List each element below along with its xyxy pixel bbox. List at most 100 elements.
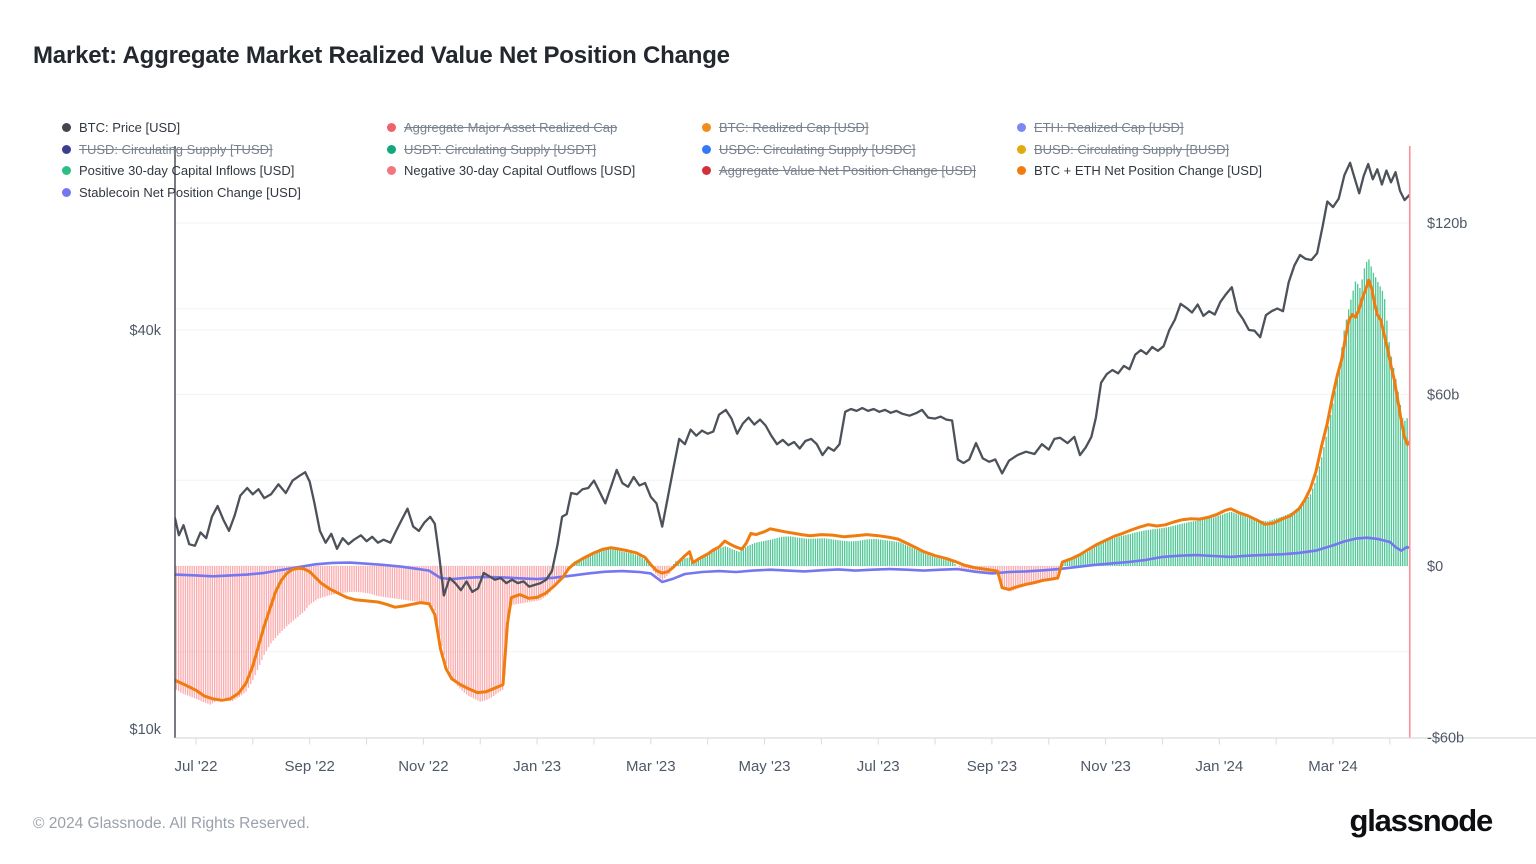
outflow-bar xyxy=(371,566,373,595)
inflow-bar xyxy=(1217,515,1219,566)
outflow-bar xyxy=(461,566,463,691)
legend-label: BTC: Realized Cap [USD] xyxy=(719,120,869,136)
inflow-bar xyxy=(834,539,837,566)
outflow-bar xyxy=(497,566,499,693)
outflow-bar xyxy=(369,566,371,594)
outflow-bar xyxy=(243,566,245,694)
inflow-bar xyxy=(886,540,889,566)
legend-item-btc-realized-cap[interactable]: BTC: Realized Cap [USD] xyxy=(702,117,1017,139)
inflow-bar xyxy=(819,538,821,566)
legend-item-tusd-circulating-supply[interactable]: TUSD: Circulating Supply [TUSD] xyxy=(62,139,387,161)
inflow-bar xyxy=(884,540,886,566)
outflow-bar xyxy=(279,566,281,634)
outflow-bar xyxy=(191,566,193,698)
legend-item-busd-circulating-supply[interactable]: BUSD: Circulating Supply [BUSD] xyxy=(1017,139,1262,161)
inflow-bar xyxy=(1388,342,1390,566)
inflow-bar xyxy=(1183,523,1186,566)
series-dot-icon xyxy=(62,144,71,154)
inflow-bar xyxy=(1374,277,1377,566)
outflow-bar xyxy=(326,566,328,596)
outflow-bar xyxy=(375,566,378,596)
inflow-bar xyxy=(618,550,621,566)
inflow-bar xyxy=(807,538,810,566)
inflow-bar xyxy=(636,555,639,566)
outflow-bar xyxy=(207,566,209,704)
inflow-bar xyxy=(1219,515,1222,566)
inflow-bar xyxy=(1089,550,1091,566)
inflow-bar xyxy=(634,554,637,566)
inflow-bar xyxy=(1390,356,1393,566)
legend-item-btc-price[interactable]: BTC: Price [USD] xyxy=(62,117,387,139)
inflow-bar xyxy=(1282,516,1285,566)
outflow-bar xyxy=(308,566,310,606)
outflow-bar xyxy=(366,566,369,594)
legend-item-stablecoin-npc[interactable]: Stablecoin Net Position Change [USD] xyxy=(62,182,387,204)
inflow-bar xyxy=(821,538,823,566)
inflow-bar xyxy=(1338,364,1341,566)
outflow-bar xyxy=(346,566,349,593)
series-dot-icon xyxy=(702,123,711,133)
outflow-bar xyxy=(488,566,490,699)
inflow-bar xyxy=(1109,539,1111,566)
outflow-bar xyxy=(378,566,380,597)
outflow-bar xyxy=(1050,566,1053,581)
y-left-tick-label: $40k xyxy=(130,323,162,339)
legend-item-eth-realized-cap[interactable]: ETH: Realized Cap [USD] xyxy=(1017,117,1262,139)
stablecoin-npc-line xyxy=(175,536,1410,584)
inflow-bar xyxy=(1131,533,1134,566)
outflow-bar xyxy=(513,566,515,605)
inflow-bar xyxy=(1235,513,1237,566)
inflow-bar xyxy=(769,539,772,566)
inflow-bar xyxy=(1068,558,1071,566)
inflow-bar xyxy=(1334,391,1336,566)
legend-item-negative-outflows[interactable]: Negative 30-day Capital Outflows [USD] xyxy=(387,160,702,182)
inflow-bar xyxy=(1140,531,1143,566)
inflow-bar xyxy=(1228,512,1231,566)
inflow-bar xyxy=(798,537,801,566)
legend-item-aggregate-value-npc[interactable]: Aggregate Value Net Position Change [USD… xyxy=(702,160,1017,182)
inflow-bar xyxy=(1307,497,1309,566)
outflow-bar xyxy=(193,566,196,699)
legend-item-btc-eth-npc[interactable]: BTC + ETH Net Position Change [USD] xyxy=(1017,160,1262,182)
inflow-bar xyxy=(913,548,916,566)
inflow-bar xyxy=(744,547,747,566)
inflow-bar xyxy=(1161,528,1163,566)
inflow-bar xyxy=(1224,513,1226,566)
inflow-bar xyxy=(742,548,745,566)
inflow-bar xyxy=(1309,494,1312,566)
inflow-bar xyxy=(1237,514,1240,566)
outflow-bar xyxy=(229,566,232,702)
outflow-bar xyxy=(389,566,391,598)
legend-item-usdt-circulating-supply[interactable]: USDT: Circulating Supply [USDT] xyxy=(387,139,702,161)
inflow-bar xyxy=(954,563,956,566)
inflow-bar xyxy=(1289,513,1291,566)
inflow-bar xyxy=(1251,518,1253,566)
inflow-bar xyxy=(951,562,954,566)
inflow-bar xyxy=(1332,403,1334,566)
outflow-bar xyxy=(432,566,434,607)
outflow-bar xyxy=(1005,566,1008,591)
inflow-bar xyxy=(1347,309,1350,566)
inflow-bar xyxy=(1111,538,1114,566)
outflow-bar xyxy=(465,566,468,695)
inflow-bar xyxy=(1194,521,1197,566)
legend-item-usdc-circulating-supply[interactable]: USDC: Circulating Supply [USDC] xyxy=(702,139,1017,161)
outflow-bar xyxy=(1019,566,1021,588)
inflow-bar xyxy=(861,540,864,566)
inflow-bar xyxy=(792,536,794,566)
inflow-bar xyxy=(911,547,913,566)
legend-label: USDT: Circulating Supply [USDT] xyxy=(404,141,597,157)
legend-item-positive-inflows[interactable]: Positive 30-day Capital Inflows [USD] xyxy=(62,160,387,182)
inflow-bar xyxy=(1143,530,1145,566)
inflow-bar xyxy=(648,563,650,566)
inflow-bar xyxy=(904,544,907,566)
inflow-bar xyxy=(879,539,882,566)
inflow-bar xyxy=(1188,522,1190,566)
inflow-bar xyxy=(931,556,934,566)
inflow-bar xyxy=(1125,534,1127,566)
glassnode-logo[interactable]: glassnode xyxy=(1349,803,1493,838)
inflow-bar xyxy=(1185,522,1188,566)
legend-item-aggregate-major-asset-realized-cap[interactable]: Aggregate Major Asset Realized Cap xyxy=(387,117,702,139)
outflow-bar xyxy=(240,566,243,696)
